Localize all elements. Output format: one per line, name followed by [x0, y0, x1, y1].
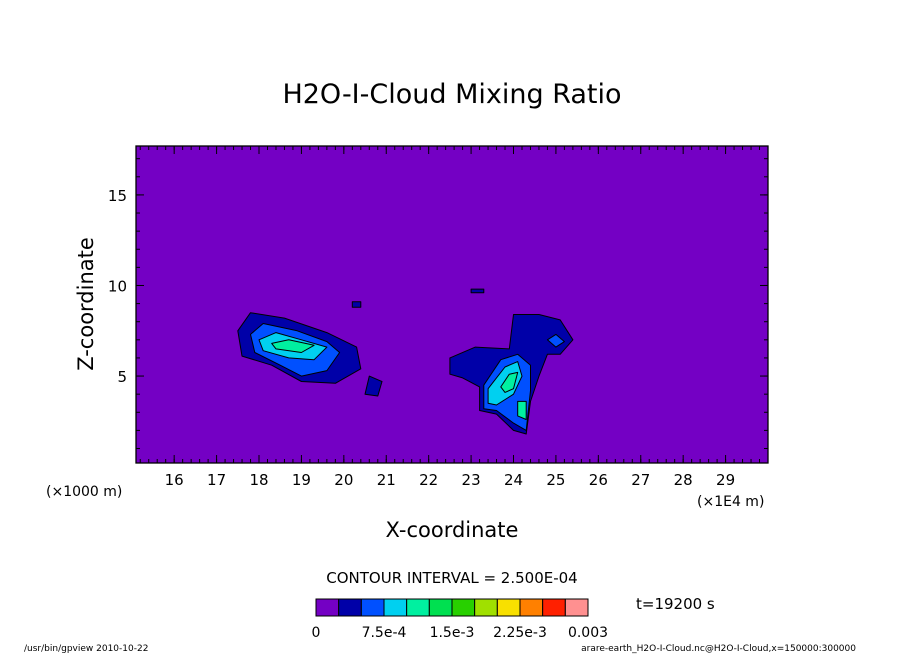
colorbar-swatch: [542, 598, 566, 617]
colorbar-swatch: [564, 598, 589, 617]
footer-right: arare-earth_H2O-I-Cloud.nc@H2O-I-Cloud,x…: [581, 644, 856, 654]
cloud-contour: [517, 400, 527, 420]
y-tick-label: 10: [108, 277, 127, 295]
x-axis-ticks: 16 17 18 19 20 21 22 23 24 25 26 27 28 29: [139, 146, 769, 489]
x-unit-right: (×1E4 m): [697, 494, 764, 510]
footer-left: /usr/bin/gpview 2010-10-22: [24, 644, 148, 654]
x-tick-label: 28: [674, 471, 693, 489]
colorbar-swatch: [428, 598, 453, 617]
colorbar-swatch: [519, 598, 544, 617]
cloud-contours: [237, 288, 574, 435]
cloud-contour: [500, 371, 519, 393]
cloud-contour: [364, 375, 383, 397]
contour-interval-label: CONTOUR INTERVAL = 2.500E-04: [326, 569, 577, 587]
y-tick-label: 15: [108, 187, 127, 205]
colorbar-swatch: [451, 598, 476, 617]
y-axis-label: Z-coordinate: [74, 237, 98, 371]
colorbar-tick-label: 7.5e-4: [362, 625, 407, 641]
colorbar-tick-label: 0.003: [568, 625, 608, 641]
y-tick-label: 5: [117, 368, 127, 386]
x-tick-label: 19: [292, 471, 311, 489]
colorbar-swatch: [406, 598, 430, 617]
x-tick-label: 21: [377, 471, 396, 489]
x-axis-label: X-coordinate: [386, 518, 519, 542]
colorbar-tick-label: 2.25e-3: [493, 625, 547, 641]
plot-area: 16 17 18 19 20 21 22 23 24 25 26 27 28 29 5 10 15: [108, 145, 769, 489]
y-axis-ticks: 5 10 15: [108, 158, 768, 450]
x-tick-label: 17: [207, 471, 226, 489]
x-tick-label: 24: [504, 471, 523, 489]
colorbar-tick-labels: 0 7.5e-4 1.5e-3 2.25e-3 0.003: [312, 625, 609, 641]
colorbar: [315, 598, 589, 617]
x-tick-label: 18: [249, 471, 268, 489]
x-tick-label: 29: [716, 471, 735, 489]
x-tick-label: 16: [165, 471, 184, 489]
chart-title: H2O-I-Cloud Mixing Ratio: [282, 79, 621, 110]
colorbar-swatch: [360, 598, 385, 617]
x-tick-label: 23: [462, 471, 481, 489]
field-background: [136, 146, 768, 463]
cloud-contour: [470, 288, 485, 294]
x-tick-label: 26: [589, 471, 608, 489]
x-tick-label: 22: [419, 471, 438, 489]
x-tick-label: 20: [334, 471, 353, 489]
cloud-contour: [271, 339, 315, 353]
x-unit-left: (×1000 m): [46, 484, 122, 500]
x-tick-label: 27: [631, 471, 650, 489]
cloud-contour: [546, 333, 565, 348]
colorbar-swatch: [338, 598, 362, 617]
colorbar-swatch: [496, 598, 521, 617]
colorbar-tick-label: 0: [312, 625, 321, 641]
plot-frame: [135, 145, 769, 464]
colorbar-swatch: [383, 598, 408, 617]
cloud-contour: [351, 301, 362, 308]
time-label: t=19200 s: [636, 595, 715, 613]
colorbar-swatch: [474, 598, 498, 617]
colorbar-swatch: [315, 598, 340, 617]
colorbar-tick-label: 1.5e-3: [430, 625, 475, 641]
x-tick-label: 25: [546, 471, 565, 489]
